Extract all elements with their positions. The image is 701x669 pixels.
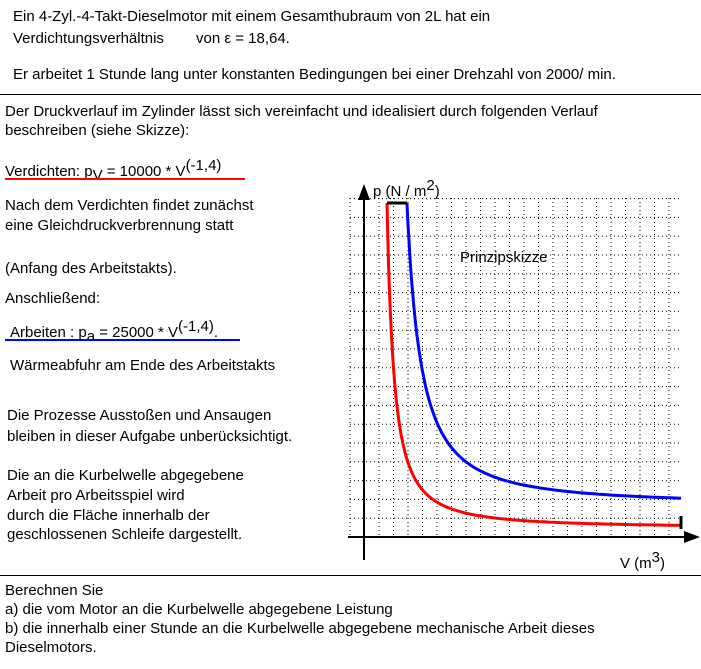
combustion-line-1: Nach dem Verdichten findet zunächst	[5, 197, 254, 214]
compression-underline	[5, 178, 245, 180]
x-axis-label: V (m3)	[620, 549, 666, 572]
description-line-2: beschreiben (siehe Skizze):	[5, 122, 190, 139]
divider-bottom	[0, 575, 701, 576]
workdesc-line-4: geschlossenen Schleife dargestellt.	[7, 526, 243, 543]
processes-line-1: Die Prozesse Ausstoßen und Ansaugen	[7, 407, 272, 424]
compression-curve	[385, 202, 681, 527]
combustion-line-2: eine Gleichdruckverbrennung statt	[5, 217, 234, 234]
intro-line-3: Er arbeitet 1 Stunde lang unter konstant…	[13, 66, 616, 83]
intro-line-2a: Verdichtungsverhältnis	[13, 30, 164, 47]
task-b-line-1: b) die innerhalb einer Stunde an die Kur…	[5, 620, 595, 637]
expansion-curve	[405, 202, 682, 500]
workdesc-line-3: durch die Fläche innerhalb der	[7, 507, 210, 524]
intro-line-2b: von ε = 18,64.	[196, 30, 290, 47]
axes	[348, 184, 700, 560]
workdesc-line-2: Arbeit pro Arbeitsspiel wird	[7, 487, 185, 504]
compression-formula: Verdichten: pV = 10000 * V(-1,4)	[5, 157, 222, 184]
work-underline	[5, 339, 240, 341]
task-a: a) die vom Motor an die Kurbelwelle abge…	[5, 601, 393, 618]
work-formula: Arbeiten : pa = 25000 * V(-1,4).	[10, 318, 219, 345]
combustion-line-3: (Anfang des Arbeitstakts).	[5, 260, 177, 277]
x-axis-arrow	[684, 531, 700, 543]
description-line-1: Der Druckverlauf im Zylinder lässt sich …	[5, 103, 598, 120]
y-axis-label: p (N / m2)	[373, 177, 440, 200]
tasks-heading: Berechnen Sie	[5, 582, 104, 599]
heat-removal-text: Wärmeabfuhr am Ende des Arbeitstakts	[10, 357, 276, 374]
sketch-label: Prinzipskizze	[460, 249, 548, 266]
y-axis-arrow	[358, 184, 370, 200]
divider-top	[0, 94, 701, 95]
task-b-line-2: Dieselmotors.	[5, 639, 97, 656]
workdesc-line-1: Die an die Kurbelwelle abgegebene	[7, 467, 244, 484]
processes-line-2: bleiben in dieser Aufgabe unberücksichti…	[7, 428, 293, 445]
subsequently-label: Anschließend:	[5, 290, 101, 307]
intro-line-1: Ein 4-Zyl.-4-Takt-Dieselmotor mit einem …	[13, 8, 491, 25]
